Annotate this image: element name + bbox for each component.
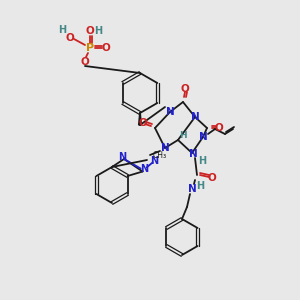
Text: H: H xyxy=(179,130,187,140)
Text: N: N xyxy=(190,112,200,122)
Text: O: O xyxy=(66,33,74,43)
Text: N: N xyxy=(188,184,196,194)
Text: N: N xyxy=(189,149,197,159)
Text: CH₃: CH₃ xyxy=(152,151,167,160)
Text: O: O xyxy=(214,123,224,133)
Text: N: N xyxy=(199,132,207,142)
Text: N: N xyxy=(166,107,174,117)
Text: N: N xyxy=(140,164,149,175)
Text: O: O xyxy=(102,43,110,53)
Text: O: O xyxy=(85,26,94,36)
Text: O: O xyxy=(81,57,89,67)
Text: H: H xyxy=(196,181,204,191)
Text: P: P xyxy=(86,43,94,53)
Text: N: N xyxy=(118,152,126,162)
Text: O: O xyxy=(208,173,216,183)
Text: N: N xyxy=(160,143,169,153)
Text: H: H xyxy=(198,156,206,166)
Text: O: O xyxy=(181,84,189,94)
Text: O: O xyxy=(139,118,147,128)
Text: N: N xyxy=(151,157,159,166)
Text: H: H xyxy=(94,26,102,36)
Text: H: H xyxy=(58,25,66,35)
